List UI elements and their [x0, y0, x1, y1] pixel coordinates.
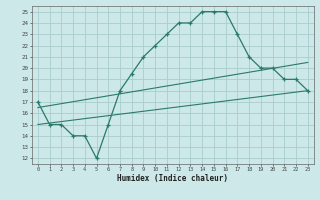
X-axis label: Humidex (Indice chaleur): Humidex (Indice chaleur) — [117, 174, 228, 183]
